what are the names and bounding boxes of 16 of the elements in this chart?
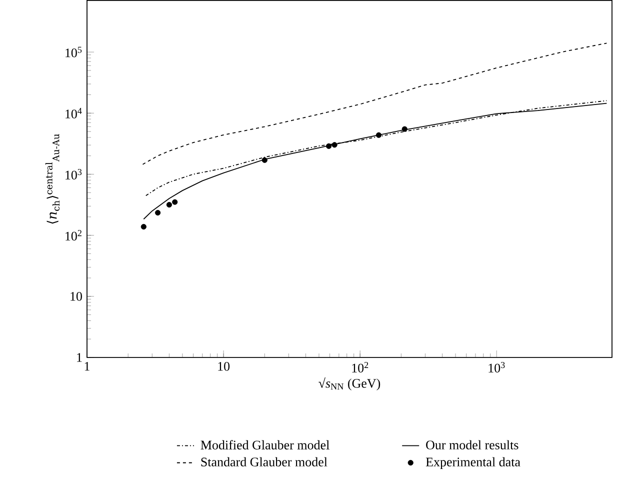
legend-label: Experimental data	[426, 457, 520, 469]
x-tick-label: 1	[84, 362, 90, 370]
y-tick-label: 10	[70, 292, 82, 301]
legend-label: Modified Glauber model	[200, 440, 330, 450]
x-axis-title: √s$_{NN}$ (GeV)	[318, 377, 380, 390]
y-tick-label: 10$^{2}$	[66, 230, 82, 240]
y-tick-label: 10$^{5}$	[66, 46, 82, 58]
x-tick-label: 10$^{2}$	[352, 362, 368, 372]
x-tick-label: 10$^{3}$	[488, 362, 505, 372]
y-axis-title: ⟨n$_{ch}$⟩$^{central}$Au-Au	[45, 134, 60, 224]
legend-label: Standard Glauber model	[201, 457, 328, 466]
legend-label: Our model results	[426, 440, 518, 450]
x-tick-label: 10	[218, 362, 230, 371]
y-tick-label: 10$^{4}$	[66, 108, 82, 118]
y-tick-label: 1	[77, 352, 82, 362]
y-tick-label: 10$^{3}$	[66, 168, 82, 180]
